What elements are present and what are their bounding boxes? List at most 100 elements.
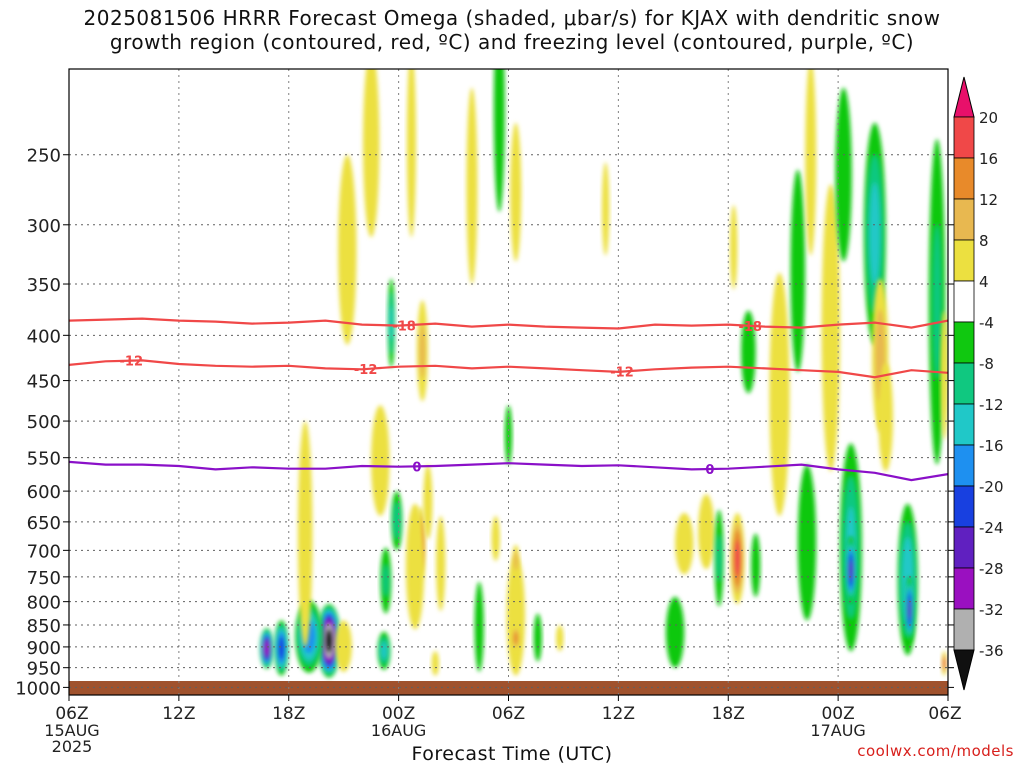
omega-band <box>381 641 387 660</box>
isotherm-line <box>69 460 948 482</box>
y-tick-label: 500 <box>27 412 61 433</box>
y-tick-label: 750 <box>27 568 61 589</box>
colorbar-label: -32 <box>979 601 1004 619</box>
omega-band <box>734 539 741 578</box>
omega-band <box>506 555 525 676</box>
omega-band <box>869 182 880 286</box>
y-tick-label: 800 <box>27 593 61 614</box>
isotherm-label: -12 <box>120 355 144 370</box>
x-tick-label: 00Z <box>821 704 854 724</box>
omega-cell <box>878 363 893 472</box>
omega-cell <box>466 87 478 285</box>
omega-cell <box>904 576 915 643</box>
omega-cell <box>363 69 380 238</box>
omega-band <box>821 184 840 472</box>
isotherm-label: 0 <box>412 460 421 475</box>
colorbar-swatch <box>953 526 975 569</box>
omega-band <box>491 515 500 562</box>
omega-cell <box>406 69 416 238</box>
omega-cell <box>751 533 761 597</box>
colorbar-swatch <box>953 608 975 651</box>
omega-cell <box>741 310 756 394</box>
x-tick-label: 18Z <box>712 704 745 724</box>
omega-cell <box>512 544 520 577</box>
omega-band <box>393 502 401 539</box>
omega-cell <box>940 310 948 440</box>
grid-lines <box>69 69 948 695</box>
omega-band <box>908 600 911 619</box>
omega-band <box>513 551 518 571</box>
y-tick-label: 550 <box>27 449 61 470</box>
y-tick-label: 700 <box>27 541 61 562</box>
isotherm-label: -18 <box>738 320 762 335</box>
omega-cell <box>941 651 947 676</box>
omega-band <box>510 122 522 262</box>
omega-band <box>790 169 806 372</box>
omega-band <box>466 87 478 285</box>
omega-cell <box>338 154 357 345</box>
colorbar-label: 4 <box>979 273 989 291</box>
x-tick-label: 12Z <box>602 704 635 724</box>
omega-cell <box>730 512 745 605</box>
omega-band <box>698 494 715 570</box>
y-tick-label: 600 <box>27 482 61 503</box>
omega-cell <box>714 509 724 607</box>
omega-cell <box>391 491 403 551</box>
colorbar-label: -8 <box>979 355 994 373</box>
omega-band <box>556 625 564 652</box>
x-tick-label: 06Z <box>492 704 525 724</box>
colorbar-label: -16 <box>979 437 1004 455</box>
omega-cell <box>431 651 439 676</box>
y-tick-label: 900 <box>27 638 61 659</box>
omega-cell <box>259 628 274 669</box>
omega-cell <box>416 300 428 402</box>
omega-band <box>474 581 484 672</box>
colorbar-swatch <box>953 485 975 528</box>
colorbar-label: 8 <box>979 232 989 250</box>
omega-cell <box>730 205 738 290</box>
omega-cell <box>510 122 522 262</box>
omega-band <box>513 632 518 645</box>
omega-band <box>797 464 817 621</box>
omega-cell <box>769 272 790 516</box>
colorbar-swatch <box>953 362 975 405</box>
colorbar-swatch <box>953 321 975 364</box>
omega-cell <box>556 625 564 652</box>
omega-band <box>730 205 738 290</box>
omega-cell <box>805 69 817 256</box>
colorbar-swatch <box>953 567 975 610</box>
isotherm-line <box>69 359 948 379</box>
omega-cell <box>371 405 390 516</box>
omega-cell <box>405 503 425 630</box>
x-tick-label: 06Z <box>55 704 88 724</box>
omega-band <box>419 323 426 379</box>
omega-band <box>849 560 853 580</box>
colorbar-swatch <box>953 198 975 241</box>
colorbar-label: 12 <box>979 191 998 209</box>
omega-band <box>741 310 756 394</box>
omega-band <box>933 225 941 379</box>
x-date-label: 17AUG <box>810 721 865 740</box>
colorbar-swatch <box>953 116 975 159</box>
omega-cell <box>335 620 352 672</box>
omega-band <box>371 405 390 516</box>
omega-band <box>665 596 685 668</box>
omega-cell <box>511 625 521 652</box>
colorbar-label: -12 <box>979 396 1004 414</box>
omega-band <box>383 565 389 596</box>
omega-cell <box>274 620 289 676</box>
colorbar-bottom-arrow <box>953 649 975 691</box>
omega-cell <box>506 555 525 676</box>
colorbar-swatch <box>953 403 975 446</box>
x-date-label: 15AUG <box>44 721 99 740</box>
omega-band <box>423 464 433 540</box>
colorbar-swatch <box>953 157 975 200</box>
omega-band <box>405 503 425 630</box>
omega-cell <box>436 515 446 612</box>
omega-cell <box>493 69 505 212</box>
colorbar-label: -36 <box>979 642 1004 660</box>
credit-text: coolwx.com/models <box>857 742 1014 760</box>
y-tick-label: 250 <box>27 146 61 167</box>
colorbar-swatch <box>953 280 975 323</box>
omega-cell <box>491 515 500 562</box>
